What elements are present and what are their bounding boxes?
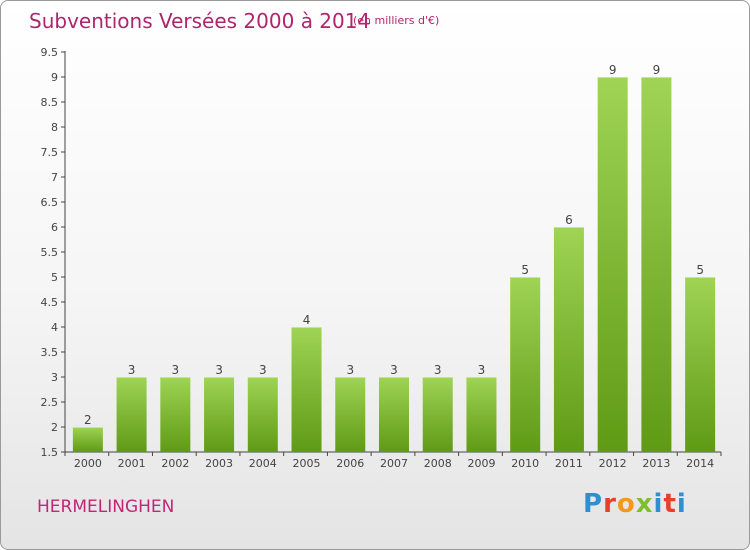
- y-tick-label: 4: [51, 321, 58, 334]
- data-label: 3: [346, 363, 354, 377]
- bar: [204, 377, 235, 452]
- x-tick-label: 2013: [642, 457, 670, 470]
- x-tick-label: 2003: [205, 457, 233, 470]
- chart-subtitle: (en milliers d'€): [353, 14, 440, 27]
- y-tick-label: 2: [51, 421, 58, 434]
- bar: [72, 427, 103, 452]
- x-tick-label: 2010: [511, 457, 539, 470]
- data-label: 3: [478, 363, 486, 377]
- y-tick-label: 1.5: [41, 446, 59, 459]
- bar: [291, 327, 322, 452]
- y-tick-label: 3.5: [41, 346, 59, 359]
- bar: [466, 377, 497, 452]
- bar: [335, 377, 366, 452]
- data-label: 9: [609, 63, 617, 77]
- y-tick-label: 4.5: [41, 296, 59, 309]
- bar: [553, 227, 584, 452]
- proxiti-logo: Proxiti: [583, 489, 687, 519]
- y-tick-label: 5.5: [41, 246, 59, 259]
- data-label: 9: [653, 63, 661, 77]
- x-tick-label: 2004: [249, 457, 277, 470]
- y-tick-label: 2.5: [41, 396, 59, 409]
- logo-letter: i: [676, 489, 687, 519]
- y-tick-label: 9.5: [41, 46, 59, 59]
- x-tick-label: 2006: [336, 457, 364, 470]
- x-tick-label: 2012: [599, 457, 627, 470]
- x-tick-label: 2014: [686, 457, 714, 470]
- bar: [160, 377, 191, 452]
- logo-letter: i: [653, 489, 664, 519]
- data-label: 3: [259, 363, 267, 377]
- y-tick-label: 8.5: [41, 96, 59, 109]
- data-label: 3: [215, 363, 223, 377]
- y-tick-label: 5: [51, 271, 58, 284]
- x-tick-label: 2000: [74, 457, 102, 470]
- bar: [597, 77, 628, 452]
- commune-name: HERMELINGHEN: [37, 497, 175, 517]
- data-label: 6: [565, 213, 573, 227]
- logo-letter: r: [603, 489, 617, 519]
- x-tick-label: 2001: [118, 457, 146, 470]
- bar: [422, 377, 453, 452]
- y-tick-label: 7.5: [41, 146, 59, 159]
- x-tick-label: 2002: [161, 457, 189, 470]
- bar: [685, 277, 716, 452]
- data-label: 3: [128, 363, 136, 377]
- data-label: 5: [696, 263, 704, 277]
- y-tick-label: 6.5: [41, 196, 59, 209]
- x-tick-label: 2008: [424, 457, 452, 470]
- data-label: 4: [303, 313, 311, 327]
- y-tick-label: 6: [51, 221, 58, 234]
- y-tick-label: 9: [51, 71, 58, 84]
- data-label: 3: [434, 363, 442, 377]
- data-label: 3: [172, 363, 180, 377]
- data-label: 2: [84, 413, 92, 427]
- chart-title: Subventions Versées 2000 à 2014: [29, 9, 371, 33]
- y-tick-label: 7: [51, 171, 58, 184]
- x-tick-label: 2007: [380, 457, 408, 470]
- data-label: 5: [521, 263, 529, 277]
- logo-letter: o: [616, 489, 636, 519]
- x-tick-label: 2009: [467, 457, 495, 470]
- bar: [641, 77, 672, 452]
- y-tick-label: 3: [51, 371, 58, 384]
- data-label: 3: [390, 363, 398, 377]
- logo-letter: t: [663, 489, 677, 519]
- bar: [510, 277, 541, 452]
- x-tick-label: 2005: [293, 457, 321, 470]
- bar: [116, 377, 147, 452]
- logo-letter: P: [583, 489, 604, 519]
- bar: [379, 377, 409, 452]
- x-tick-label: 2011: [555, 457, 583, 470]
- bar: [247, 377, 278, 452]
- y-tick-label: 8: [51, 121, 58, 134]
- logo-letter: x: [635, 489, 654, 519]
